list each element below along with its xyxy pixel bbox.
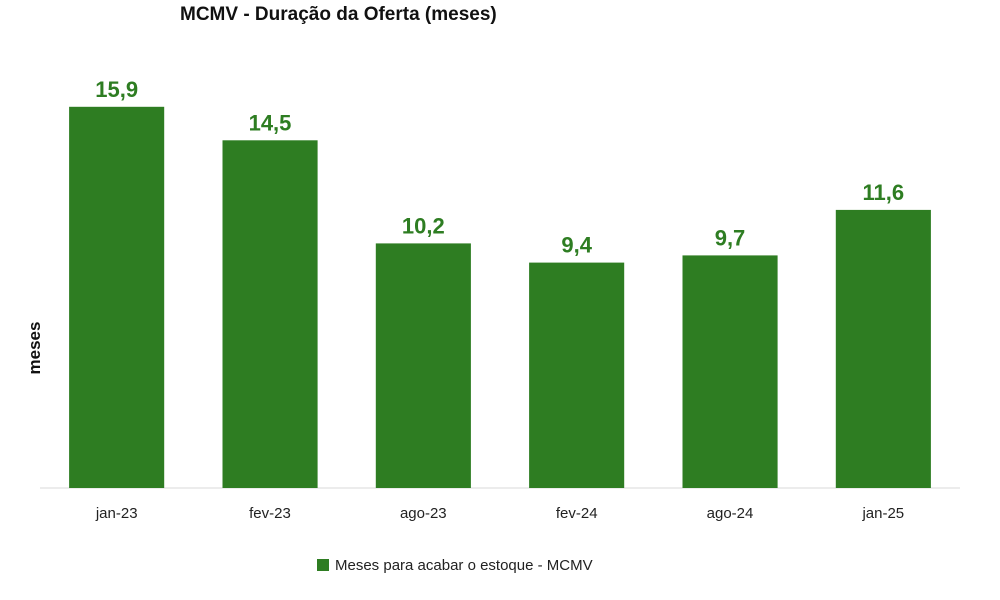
bars-group (69, 106, 931, 489)
x-tick-label-jan-25: jan-25 (861, 505, 904, 522)
data-label-ago-23: 10,2 (402, 213, 445, 238)
x-tick-label-fev-24: fev-24 (556, 505, 598, 522)
x-tick-label-fev-23: fev-23 (249, 505, 291, 522)
legend-swatch (317, 559, 329, 571)
x-tick-label-ago-23: ago-23 (400, 505, 447, 522)
bar-ago-23 (375, 243, 471, 488)
data-labels-group: 15,9 14,5 10,2 9,4 9,7 11,6 (95, 77, 904, 258)
bar-fev-23 (222, 140, 318, 489)
data-label-fev-24: 9,4 (561, 233, 592, 258)
bar-jan-23 (69, 106, 165, 489)
x-tick-label-ago-24: ago-24 (707, 505, 754, 522)
x-tick-label-jan-23: jan-23 (95, 505, 138, 522)
legend: Meses para acabar o estoque - MCMV (317, 557, 593, 574)
bar-fev-24 (529, 262, 625, 488)
data-label-fev-23: 14,5 (249, 110, 292, 135)
x-tick-labels: jan-23 fev-23 ago-23 fev-24 ago-24 jan-25 (95, 505, 904, 522)
data-label-ago-24: 9,7 (715, 225, 746, 250)
bar-jan-25 (835, 209, 931, 488)
legend-entry: Meses para acabar o estoque - MCMV (335, 557, 593, 574)
bar-ago-24 (682, 255, 778, 488)
data-label-jan-23: 15,9 (95, 77, 138, 102)
chart-title: MCMV - Duração da Oferta (meses) (180, 4, 497, 25)
data-label-jan-25: 11,6 (862, 180, 904, 205)
y-axis-label: meses (25, 322, 44, 375)
